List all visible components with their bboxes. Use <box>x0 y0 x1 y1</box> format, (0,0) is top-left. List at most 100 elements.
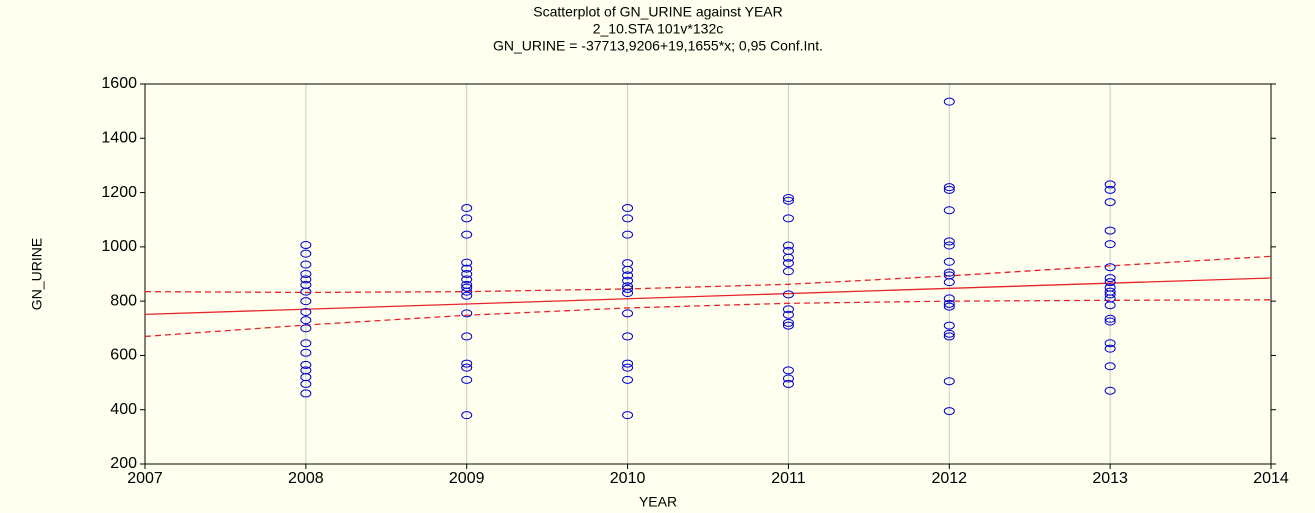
point <box>300 270 312 278</box>
equation: GN_URINE = -37713,9206+19,1655*x; 0,95 C… <box>493 38 823 54</box>
point <box>943 407 955 416</box>
x-tick-label: 2013 <box>1092 470 1128 487</box>
x-tick-label: 2007 <box>127 470 163 487</box>
point <box>943 294 955 303</box>
point <box>782 267 794 276</box>
chart-subtitle: 2_10.STA 101v*132c <box>593 21 724 37</box>
x-tick-label: 2008 <box>288 470 324 487</box>
point <box>461 363 473 372</box>
point <box>943 321 955 330</box>
point <box>622 265 634 274</box>
point <box>1104 386 1116 395</box>
x-axis-label: YEAR <box>639 494 677 510</box>
point <box>300 297 312 306</box>
point <box>782 194 794 202</box>
point <box>461 359 473 368</box>
point <box>943 278 955 287</box>
point <box>300 260 312 269</box>
point <box>622 363 634 372</box>
y-axis-label: GN_URINE <box>29 238 45 310</box>
point <box>461 283 473 292</box>
point <box>782 318 794 327</box>
y-tick-label: 1600 <box>101 75 137 92</box>
point <box>300 339 312 348</box>
point <box>300 287 312 296</box>
point <box>943 329 955 338</box>
point <box>1104 240 1116 249</box>
point <box>943 302 955 311</box>
point <box>1104 290 1116 299</box>
y-tick-label: 1000 <box>101 238 137 255</box>
point <box>1104 274 1116 283</box>
point <box>622 204 634 213</box>
point <box>943 257 955 266</box>
point <box>943 185 955 194</box>
point <box>461 230 473 239</box>
point <box>782 374 794 383</box>
plot-frame <box>144 83 1272 465</box>
point <box>461 291 473 300</box>
point <box>1104 185 1116 194</box>
point <box>461 204 473 213</box>
point <box>782 241 794 250</box>
point <box>943 183 955 192</box>
point <box>1104 226 1116 235</box>
point <box>300 275 312 284</box>
point <box>782 310 794 319</box>
point <box>943 377 955 386</box>
point <box>622 230 634 239</box>
point <box>300 249 312 258</box>
point <box>622 284 634 293</box>
point <box>1104 314 1116 323</box>
ci-lower <box>144 299 1272 338</box>
point <box>1104 263 1116 272</box>
x-tick-label: 2012 <box>931 470 967 487</box>
point <box>943 97 955 106</box>
point <box>622 214 634 223</box>
point <box>461 375 473 384</box>
point <box>943 206 955 215</box>
point <box>782 259 794 268</box>
point <box>461 258 473 267</box>
point <box>461 411 473 420</box>
point <box>943 299 955 308</box>
point <box>782 196 794 205</box>
point <box>622 271 634 280</box>
y-tick-label: 400 <box>110 401 137 418</box>
point <box>782 366 794 375</box>
point <box>622 289 634 297</box>
x-tick-label: 2009 <box>449 470 485 487</box>
point <box>300 379 312 388</box>
point <box>622 309 634 318</box>
x-tick-label: 2014 <box>1253 470 1289 487</box>
point <box>622 411 634 420</box>
point <box>782 290 794 299</box>
point <box>782 305 794 314</box>
point <box>943 241 955 250</box>
y-tick-label: 1400 <box>101 130 137 147</box>
point <box>300 324 312 333</box>
y-tick-label: 800 <box>110 292 137 309</box>
point <box>461 264 473 273</box>
point <box>782 379 794 388</box>
point <box>943 237 955 246</box>
point <box>622 375 634 384</box>
point <box>300 308 312 316</box>
point <box>300 360 312 369</box>
x-tick-label: 2010 <box>610 470 646 487</box>
point <box>1104 362 1116 371</box>
point <box>300 389 312 398</box>
point <box>461 270 473 278</box>
point <box>1104 317 1116 326</box>
point <box>1104 344 1116 353</box>
point <box>1104 278 1116 287</box>
point <box>782 321 794 330</box>
point <box>943 332 955 341</box>
point <box>461 275 473 284</box>
point <box>782 253 794 262</box>
regression-line <box>144 277 1272 316</box>
point <box>461 287 473 296</box>
chart-title: Scatterplot of GN_URINE against YEAR <box>533 4 783 20</box>
